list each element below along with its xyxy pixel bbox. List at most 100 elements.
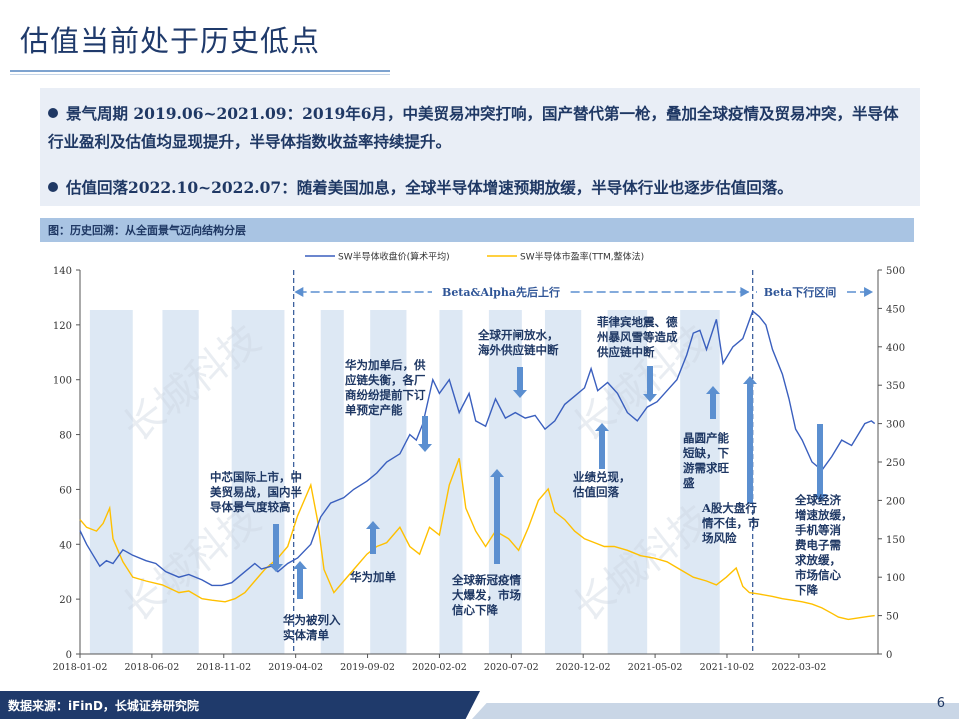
y-right-tick-label: 250: [886, 458, 905, 469]
phase-label-bg: [757, 283, 843, 301]
y-left-tick-label: 120: [53, 321, 72, 332]
legend-pe-label: SW半导体市盈率(TTM,整体法): [520, 251, 644, 263]
annotation-arrow-shaft: [422, 416, 428, 444]
background-band: [162, 310, 199, 654]
annotation-text: 情不佳，市: [701, 516, 760, 530]
annotation-text: 供应链中断: [596, 345, 655, 359]
phase-arrow-head: [294, 287, 304, 297]
bullet-cycle: 景气周期 2019.06~2021.09：2019年6月，中美贸易冲突打响，国产…: [48, 100, 910, 156]
y-right-tick-label: 50: [886, 612, 899, 623]
background-band: [370, 310, 407, 654]
annotation-arrow-shaft: [494, 477, 500, 564]
background-band: [607, 310, 648, 654]
y-right-tick-label: 150: [886, 535, 905, 546]
background-band: [544, 310, 582, 654]
annotation-arrow-head: [595, 423, 609, 431]
title-underline-thin: [10, 74, 390, 75]
annotation-text: 单预定产能: [345, 403, 403, 417]
annotation-arrow-shaft: [273, 524, 279, 564]
annotation-arrow-head: [643, 394, 657, 402]
x-tick-label: 2018-06-02: [124, 662, 179, 673]
y-left-tick-label: 40: [59, 540, 72, 551]
annotation-text: 全球经济: [794, 493, 841, 507]
annotation-text: 费电子需: [795, 538, 841, 552]
y-right-tick-label: 0: [886, 650, 892, 661]
annotation-arrow-shaft: [817, 424, 823, 494]
legend-price-label: SW半导体收盘价(算术平均): [338, 251, 450, 263]
annotation-text: 业绩兑现，: [573, 470, 631, 484]
annotation-text: 大爆发，市场: [452, 588, 521, 602]
annotation-arrow-shaft: [747, 384, 753, 504]
bullet-dot: [48, 182, 58, 192]
y-left-tick-label: 0: [66, 650, 72, 661]
annotation-text: 美贸易战，国内半: [210, 485, 302, 499]
annotation-text: 市场信心: [795, 568, 841, 582]
annotation-text: 求放缓，: [795, 553, 841, 567]
annotation-arrow-shaft: [599, 431, 605, 469]
annotation-arrow-shaft: [710, 394, 716, 419]
annotation-text: 晶圆产能: [683, 431, 729, 445]
x-tick-label: 2019-09-02: [340, 662, 395, 673]
annotation-text: 盛: [683, 476, 695, 490]
footer-source: 数据来源：iFinD，长城证券研究院: [8, 699, 199, 713]
annotation-text: 导体景气度较高: [210, 500, 291, 514]
figure-caption-bar: 图：历史回溯：从全面景气迈向结构分层: [40, 218, 914, 242]
annotation-text: 华为被列入: [283, 613, 341, 627]
y-right-tick-label: 350: [886, 381, 905, 392]
x-tick-label: 2020-02-02: [412, 662, 467, 673]
annotation-arrow-shaft: [370, 529, 376, 554]
phase-arrow-head: [740, 287, 750, 297]
bullet-pullback: 估值回落2022.10~2022.07：随着美国加息，全球半导体增速预期放缓，半…: [48, 174, 793, 202]
annotation-text: 信心下降: [452, 603, 498, 617]
x-tick-label: 2021-10-02: [700, 662, 755, 673]
footer-source-bar: 数据来源：iFinD，长城证券研究院: [0, 691, 480, 719]
background-band: [680, 310, 720, 654]
annotation-arrow-head: [269, 564, 283, 572]
y-right-tick-label: 200: [886, 496, 905, 507]
y-left-tick-label: 20: [59, 595, 72, 606]
annotation-text: 应链失衡，各厂: [345, 373, 426, 387]
figure-caption: 图：历史回溯：从全面景气迈向结构分层: [48, 224, 246, 237]
annotation-arrow-head: [418, 444, 432, 452]
x-tick-label: 2019-04-02: [268, 662, 323, 673]
background-band: [320, 310, 344, 654]
series-line-pe: [79, 457, 875, 621]
annotation-arrow-head: [743, 376, 757, 384]
annotation-arrow-head: [813, 494, 827, 502]
annotation-text: 海外供应链中断: [478, 343, 559, 357]
annotation-arrow-head: [513, 390, 527, 398]
annotation-arrow-head: [293, 561, 307, 569]
annotation-text: 全球新冠疫情: [451, 573, 521, 587]
footer-accent-bar: [472, 703, 959, 719]
series-line-price: [79, 309, 876, 587]
x-tick-label: 2018-11-02: [196, 662, 251, 673]
x-tick-label: 2018-01-02: [53, 662, 108, 673]
phase-label-beta-down: Beta下行区间: [764, 285, 837, 299]
annotation-text: 场风险: [702, 531, 737, 545]
y-left-tick-label: 140: [53, 266, 72, 277]
annotation-text: 实体清单: [283, 628, 329, 642]
annotation-text: 手机等消: [795, 523, 841, 537]
phase-label-bg: [432, 283, 570, 301]
annotation-text: 短缺，下: [683, 446, 729, 460]
annotation-arrow-shaft: [517, 367, 523, 390]
y-right-tick-label: 500: [886, 266, 905, 277]
x-tick-label: 2021-05-02: [628, 662, 683, 673]
annotation-text: 全球开闸放水，: [477, 328, 559, 342]
annotation-text: 州暴风雪等造成: [596, 330, 678, 344]
bullet-cycle-text: 景气周期 2019.06~2021.09：2019年6月，中美贸易冲突打响，国产…: [48, 104, 899, 151]
annotation-text: 菲律宾地震、德: [597, 315, 678, 329]
y-right-tick-label: 100: [886, 573, 905, 584]
summary-box: 景气周期 2019.06~2021.09：2019年6月，中美贸易冲突打响，国产…: [40, 88, 920, 206]
y-left-tick-label: 100: [53, 376, 72, 387]
background-band: [89, 310, 133, 654]
annotation-arrow-head: [706, 386, 720, 394]
annotation-text: 华为加单后，供: [345, 358, 426, 372]
page-number: 6: [936, 696, 945, 711]
page-title: 估值当前处于历史低点: [20, 24, 321, 58]
annotation-text: A股大盘行: [701, 501, 757, 515]
y-right-tick-label: 300: [886, 420, 905, 431]
y-left-tick-label: 60: [59, 485, 72, 496]
annotation-text: 估值回落: [572, 485, 619, 499]
